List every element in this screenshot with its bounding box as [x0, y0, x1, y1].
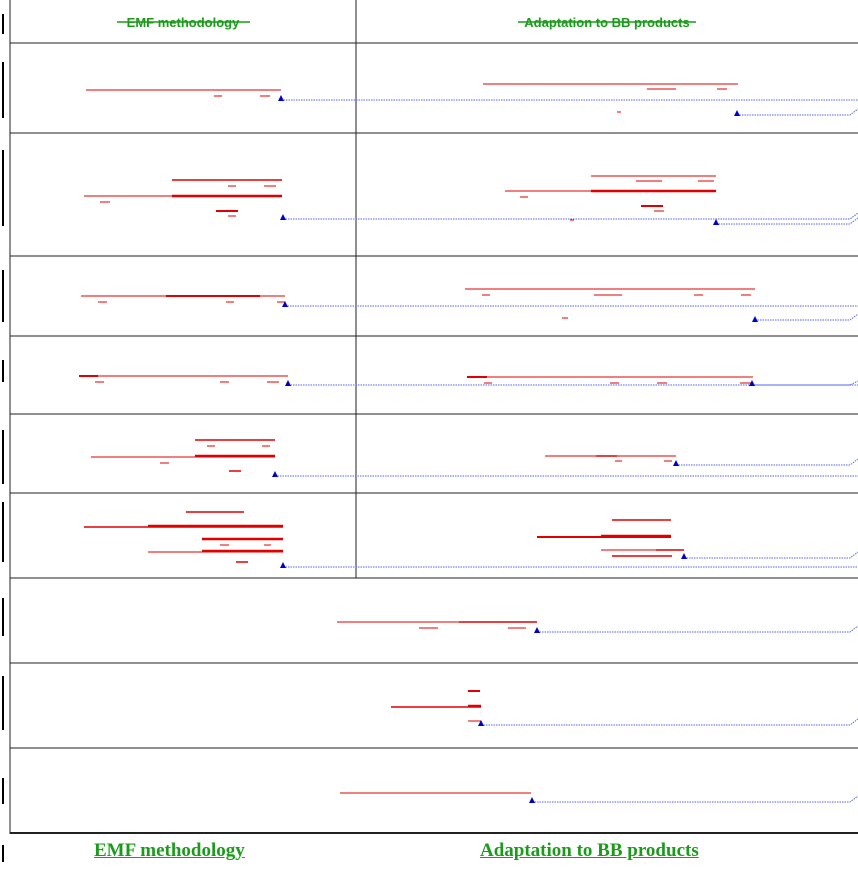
comment-anchor-icon[interactable] [529, 797, 535, 803]
comment-anchor-icon[interactable] [681, 553, 687, 559]
row-6-right-redline [537, 519, 684, 557]
comment-anchor-icon[interactable] [673, 460, 679, 466]
comment-anchor-icon[interactable] [278, 95, 284, 101]
comment-anchor-icon[interactable] [280, 214, 286, 220]
row-1-left-redline [86, 89, 281, 97]
footer-link-adaptation-bb-products[interactable]: Adaptation to BB products [480, 840, 699, 861]
comment-anchor-icon[interactable] [734, 110, 740, 116]
row-3-left-redline [81, 295, 285, 303]
row-5-right-redline [545, 455, 676, 462]
row-8-redline [391, 690, 481, 722]
row-4-right-redline [467, 376, 753, 384]
comment-anchor-icon[interactable] [478, 720, 484, 726]
row-7-redline [337, 621, 537, 629]
row-5-left-redline [91, 439, 275, 472]
comment-anchor-icon[interactable] [749, 380, 755, 386]
comment-anchor-icon[interactable] [534, 627, 540, 633]
row-1-right-redline [483, 83, 738, 113]
comment-anchor-icon[interactable] [285, 380, 291, 386]
comparison-table-grid [9, 0, 858, 834]
row-3-right-redline [465, 288, 755, 319]
comment-anchor-icon[interactable] [280, 562, 286, 568]
comment-anchor-icon[interactable] [272, 471, 278, 477]
comment-anchor-icon[interactable] [752, 316, 758, 322]
row-2-left-redline [84, 179, 282, 217]
comment-anchor-icons [272, 95, 758, 803]
row-6-left-redline [84, 511, 283, 563]
comment-anchor-icon[interactable] [713, 219, 719, 225]
footer-link-emf-methodology[interactable]: EMF methodology [94, 840, 245, 861]
comment-connectors [275, 99, 858, 803]
row-4-left-redline [79, 375, 288, 383]
row-2-right-redline [505, 175, 716, 221]
comment-anchor-icon[interactable] [282, 301, 288, 307]
